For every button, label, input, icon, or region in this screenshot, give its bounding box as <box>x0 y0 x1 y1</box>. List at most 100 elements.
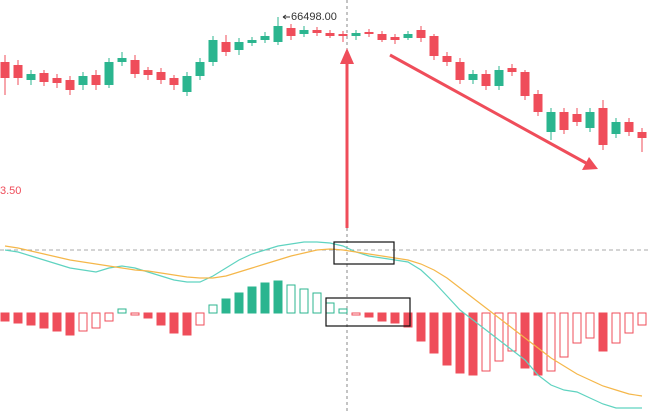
histogram-bar <box>351 312 361 316</box>
histogram-bar <box>598 312 608 352</box>
candle-body <box>559 112 569 130</box>
candle-body <box>208 40 218 62</box>
candle-body <box>104 62 114 85</box>
marks <box>0 17 647 409</box>
candle-body <box>117 58 127 62</box>
histogram-bar <box>234 292 244 314</box>
candle-body <box>65 80 75 90</box>
candle-body <box>455 62 465 80</box>
candle-body <box>377 34 387 40</box>
candle-body <box>338 34 348 36</box>
histogram-bar <box>286 284 296 314</box>
arrow <box>389 53 587 165</box>
histogram-bar <box>52 312 62 332</box>
histogram-bar <box>572 312 582 344</box>
histogram-bar <box>442 312 452 366</box>
candle-body <box>286 28 296 36</box>
histogram-bar <box>208 304 218 314</box>
histogram-bar <box>117 308 127 314</box>
candle-body <box>520 72 530 96</box>
candle-body <box>130 60 140 74</box>
candle-body <box>598 108 608 145</box>
candle-body <box>325 33 335 36</box>
candle-body <box>351 33 361 36</box>
high-label: 66498.00 <box>291 11 337 23</box>
candle-body <box>143 70 153 75</box>
candle-body <box>182 76 192 92</box>
histogram-bar <box>91 312 101 329</box>
candle-body <box>507 68 517 72</box>
histogram-bar <box>325 302 335 314</box>
arrow-head <box>582 157 598 170</box>
candle-body <box>572 114 582 122</box>
histogram-bar <box>156 312 166 326</box>
histogram-bar <box>312 292 322 314</box>
histogram-bar <box>637 312 647 326</box>
macd-line <box>4 245 643 397</box>
histogram-bar <box>260 282 270 314</box>
candle-body <box>468 74 478 80</box>
histogram-bar <box>455 312 465 374</box>
histogram-bar <box>0 312 10 322</box>
candle-body <box>234 42 244 50</box>
candle-body <box>273 26 283 42</box>
histogram-bar <box>169 312 179 334</box>
histogram-bar <box>507 312 517 352</box>
histogram-bar <box>195 312 205 326</box>
candle-body <box>260 36 270 40</box>
histogram-bar <box>247 286 257 314</box>
candle-body <box>52 78 62 83</box>
histogram-bar <box>26 312 36 326</box>
candle-body <box>416 30 426 38</box>
candle-body <box>221 42 231 52</box>
histogram-bar <box>377 312 387 322</box>
histogram-bar <box>533 312 543 376</box>
candle-body <box>403 34 413 38</box>
candle-body <box>429 36 439 56</box>
candle-body <box>39 73 49 82</box>
candle-body <box>494 70 504 86</box>
histogram-bar <box>104 312 114 322</box>
candle-body <box>611 122 621 134</box>
histogram-bar <box>611 312 621 344</box>
arrow-head <box>340 48 354 64</box>
histogram-bar <box>364 312 374 318</box>
histogram-bar <box>546 312 556 372</box>
histogram-bar <box>481 312 491 372</box>
histogram-bar <box>39 312 49 329</box>
histogram-bar <box>221 298 231 314</box>
candle-body <box>195 62 205 76</box>
candle-body <box>13 65 23 78</box>
candle-body <box>78 76 88 85</box>
candle-body <box>546 112 556 132</box>
histogram-bar <box>182 312 192 336</box>
high-pointer <box>282 14 290 20</box>
histogram-bar <box>429 312 439 354</box>
candle-body <box>442 56 452 62</box>
histogram-bar <box>585 312 595 339</box>
histogram-bar <box>559 312 569 358</box>
histogram-bar <box>299 288 309 314</box>
price-level-label: 3.50 <box>0 185 21 197</box>
candle-body <box>247 40 257 43</box>
highlight-box <box>325 297 411 327</box>
histogram-bar <box>468 312 478 376</box>
histogram-bar <box>416 312 426 342</box>
histogram-bar <box>65 312 75 336</box>
macd-line <box>4 241 642 409</box>
candle-body <box>91 75 101 85</box>
histogram-bar <box>13 312 23 324</box>
histogram-bar <box>78 312 88 332</box>
candle-body <box>0 62 10 78</box>
candle-body <box>169 78 179 85</box>
histogram-bar <box>143 312 153 319</box>
histogram-bar <box>624 312 634 334</box>
candle-body <box>585 112 595 128</box>
candle-body <box>312 30 322 33</box>
candle-body <box>299 30 309 34</box>
candle-body <box>390 37 400 40</box>
histogram-bar <box>130 312 140 316</box>
candle-body <box>637 132 647 138</box>
candle-body <box>26 74 36 80</box>
